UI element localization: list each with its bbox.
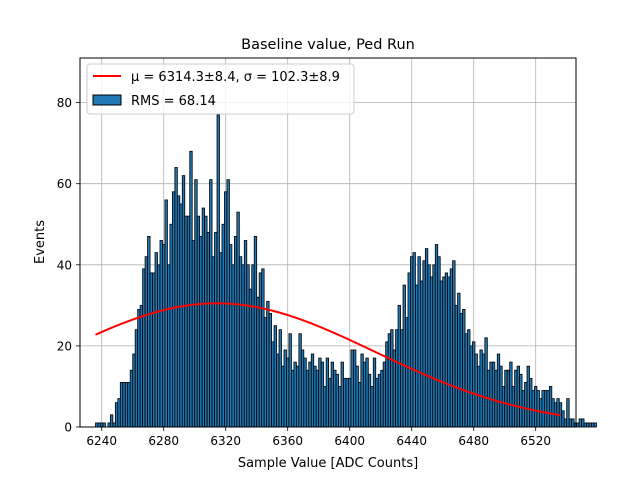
- x-tick-label: 6320: [210, 434, 241, 448]
- plot-frame: [79, 57, 577, 428]
- x-tick-label: 6240: [86, 434, 117, 448]
- x-axis: 6240 6280 6320 6360 6400 6440 6480 6520: [86, 427, 551, 448]
- x-tick-label: 6440: [396, 434, 427, 448]
- x-tick-label: 6400: [334, 434, 365, 448]
- chart-title: Baseline value, Ped Run: [241, 37, 415, 53]
- legend-fit-label: μ = 6314.3±8.4, σ = 102.3±8.9: [131, 70, 340, 85]
- x-tick-label: 6480: [458, 434, 489, 448]
- fit-curve: [95, 302, 561, 417]
- x-tick-label: 6360: [272, 434, 303, 448]
- x-axis-label: Sample Value [ADC Counts]: [238, 456, 418, 471]
- y-tick-label: 20: [57, 339, 72, 353]
- x-tick-label: 6280: [148, 434, 179, 448]
- legend-histogram-label: RMS = 68.14: [131, 94, 216, 109]
- y-tick-label: 60: [57, 177, 72, 191]
- y-axis: 0 20 40 60 80: [57, 96, 80, 435]
- legend: μ = 6314.3±8.4, σ = 102.3±8.9 RMS = 68.1…: [86, 63, 355, 115]
- x-tick-label: 6520: [520, 434, 551, 448]
- legend-histogram-swatch: [92, 94, 122, 106]
- histogram-bar: [593, 422, 597, 428]
- fit-curve-group: [95, 302, 561, 417]
- y-tick-label: 80: [57, 96, 72, 110]
- y-tick-label: 40: [57, 258, 72, 272]
- y-tick-label: 0: [64, 421, 72, 435]
- histogram-bar: [102, 422, 106, 428]
- legend-box: [86, 63, 355, 115]
- histogram-bars: [95, 114, 597, 428]
- y-axis-label: Events: [33, 220, 48, 264]
